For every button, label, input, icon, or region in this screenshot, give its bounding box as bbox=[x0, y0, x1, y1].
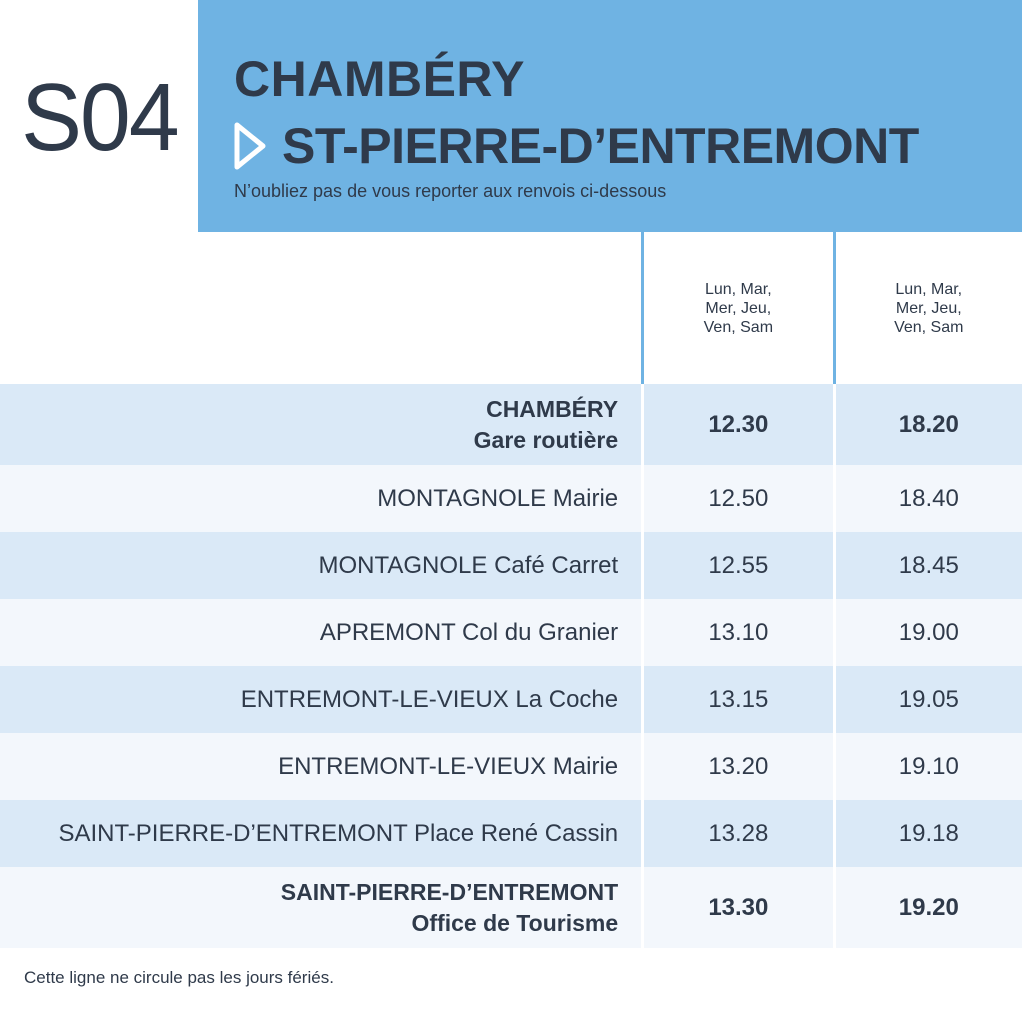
stop-name-detail: Gare routière bbox=[473, 426, 619, 453]
stop-name: MONTAGNOLE Mairie bbox=[377, 484, 619, 512]
route-banner: CHAMBÉRY ST-PIERRE-D’ENTREMONT N’oubliez… bbox=[198, 0, 1022, 232]
play-arrow-outline-icon bbox=[234, 122, 266, 170]
table-row: CHAMBÉRY Gare routière 12.30 18.20 bbox=[0, 384, 1022, 465]
line-code: S04 bbox=[0, 0, 198, 232]
departure-time: 12.30 bbox=[641, 384, 832, 465]
departure-time: 18.20 bbox=[832, 384, 1022, 465]
footer-note: Cette ligne ne circule pas les jours fér… bbox=[24, 968, 334, 987]
table-row: MONTAGNOLE Mairie 12.50 18.40 bbox=[0, 465, 1022, 532]
stop-name: CHAMBÉRY Gare routière bbox=[0, 384, 641, 465]
route-destination-row: ST-PIERRE-D’ENTREMONT bbox=[232, 116, 919, 176]
departure-time: 19.05 bbox=[832, 666, 1022, 733]
table-row: SAINT-PIERRE-D’ENTREMONT Place René Cass… bbox=[0, 800, 1022, 867]
stop-name: ENTREMONT-LE-VIEUX Mairie bbox=[278, 752, 619, 780]
table-row: ENTREMONT-LE-VIEUX La Coche 13.15 19.05 bbox=[0, 666, 1022, 733]
departure-time: 12.50 bbox=[641, 465, 832, 532]
days-line: Ven, Sam bbox=[703, 318, 774, 336]
day-column-header-2: Lun, Mar, Mer, Jeu, Ven, Sam bbox=[832, 232, 1022, 384]
departure-time: 13.28 bbox=[641, 800, 832, 867]
timetable-header: Lun, Mar, Mer, Jeu, Ven, Sam Lun, Mar, M… bbox=[0, 232, 1022, 384]
route-destination: ST-PIERRE-D’ENTREMONT bbox=[282, 118, 919, 174]
table-row: SAINT-PIERRE-D’ENTREMONT Office de Touri… bbox=[0, 867, 1022, 948]
table-row: APREMONT Col du Granier 13.10 19.00 bbox=[0, 599, 1022, 666]
table-row: ENTREMONT-LE-VIEUX Mairie 13.20 19.10 bbox=[0, 733, 1022, 800]
days-line: Mer, Jeu, bbox=[705, 299, 772, 317]
stop-name: APREMONT Col du Granier bbox=[319, 618, 619, 646]
stop-name: ENTREMONT-LE-VIEUX La Coche bbox=[240, 685, 619, 713]
departure-time: 19.20 bbox=[832, 867, 1022, 948]
stop-name-detail: Office de Tourisme bbox=[411, 909, 619, 936]
stop-name-main: CHAMBÉRY bbox=[486, 395, 619, 422]
stop-name: MONTAGNOLE Café Carret bbox=[318, 551, 619, 579]
departure-time: 18.45 bbox=[832, 532, 1022, 599]
route-origin: CHAMBÉRY bbox=[234, 51, 526, 107]
departure-time: 13.30 bbox=[641, 867, 832, 948]
departure-time: 18.40 bbox=[832, 465, 1022, 532]
departure-time: 13.15 bbox=[641, 666, 832, 733]
departure-time: 13.10 bbox=[641, 599, 832, 666]
departure-time: 19.00 bbox=[832, 599, 1022, 666]
stop-name-main: SAINT-PIERRE-D’ENTREMONT bbox=[280, 878, 619, 905]
departure-time: 13.20 bbox=[641, 733, 832, 800]
stop-name: SAINT-PIERRE-D’ENTREMONT Office de Touri… bbox=[0, 867, 641, 948]
departure-time: 19.18 bbox=[832, 800, 1022, 867]
departure-time: 12.55 bbox=[641, 532, 832, 599]
days-line: Ven, Sam bbox=[894, 318, 964, 336]
days-line: Lun, Mar, bbox=[704, 280, 772, 298]
days-line: Lun, Mar, bbox=[895, 280, 963, 298]
line-code-text: S04 bbox=[20, 64, 179, 171]
timetable: Lun, Mar, Mer, Jeu, Ven, Sam Lun, Mar, M… bbox=[0, 232, 1022, 948]
departure-time: 19.10 bbox=[832, 733, 1022, 800]
stop-name: SAINT-PIERRE-D’ENTREMONT Place René Cass… bbox=[58, 819, 619, 847]
days-line: Mer, Jeu, bbox=[895, 299, 962, 317]
table-row: MONTAGNOLE Café Carret 12.55 18.45 bbox=[0, 532, 1022, 599]
day-column-header-1: Lun, Mar, Mer, Jeu, Ven, Sam bbox=[641, 232, 832, 384]
route-note: N’oubliez pas de vous reporter aux renvo… bbox=[234, 181, 667, 201]
stop-column-header bbox=[0, 232, 641, 384]
